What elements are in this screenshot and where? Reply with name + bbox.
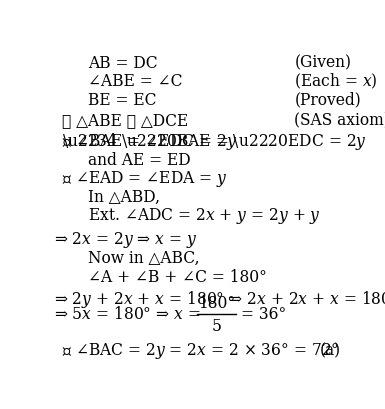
Text: ⇒ 5$x$ = 180° ⇒ $x$ =: ⇒ 5$x$ = 180° ⇒ $x$ = [54, 306, 201, 323]
Text: ∴ ∠BAE = ∠EDC = 2$y$: ∴ ∠BAE = ∠EDC = 2$y$ [62, 131, 236, 151]
Text: ∴ △ABE ≅ △DCE: ∴ △ABE ≅ △DCE [62, 112, 188, 129]
Text: and AE = ED: and AE = ED [89, 151, 191, 168]
Text: (SAS axiom): (SAS axiom) [294, 112, 385, 129]
Text: In △ABD,: In △ABD, [89, 188, 161, 205]
Text: BE = EC: BE = EC [89, 91, 157, 108]
Text: ⇒ 2$x$ = 2$y$ ⇒ $x$ = $y$: ⇒ 2$x$ = 2$y$ ⇒ $x$ = $y$ [54, 229, 198, 249]
Text: = 36°: = 36° [241, 306, 286, 323]
Text: ∠ABE = ∠C: ∠ABE = ∠C [89, 73, 183, 90]
Text: \u2234 \u2220BAE = \u2220EDC = 2$y$: \u2234 \u2220BAE = \u2220EDC = 2$y$ [62, 131, 367, 152]
Text: ⇒ 2$y$ + 2$x$ + $x$ = 180° ⇒ 2$x$ + 2$x$ + $x$ = 180°: ⇒ 2$y$ + 2$x$ + $x$ = 180° ⇒ 2$x$ + 2$x$… [54, 288, 385, 309]
Text: (Proved): (Proved) [294, 91, 361, 108]
Text: 180°: 180° [198, 294, 235, 311]
Text: ∠A + ∠B + ∠C = 180°: ∠A + ∠B + ∠C = 180° [89, 268, 267, 285]
Text: (a): (a) [320, 342, 341, 359]
Text: (Each = $x$): (Each = $x$) [294, 72, 378, 91]
Text: ∴ ∠EAD = ∠EDA = $y$: ∴ ∠EAD = ∠EDA = $y$ [62, 168, 227, 188]
Text: AB = DC: AB = DC [89, 54, 158, 72]
Text: ∴ ∠BAC = 2$y$ = 2$x$ = 2 × 36° = 72°: ∴ ∠BAC = 2$y$ = 2$x$ = 2 × 36° = 72° [62, 340, 339, 360]
Text: (Given): (Given) [294, 54, 351, 72]
Text: Now in △ABC,: Now in △ABC, [89, 249, 200, 267]
Text: Ext. ∠ADC = 2$x$ + $y$ = 2$y$ + $y$: Ext. ∠ADC = 2$x$ + $y$ = 2$y$ + $y$ [89, 205, 321, 225]
Text: 5: 5 [212, 317, 222, 334]
